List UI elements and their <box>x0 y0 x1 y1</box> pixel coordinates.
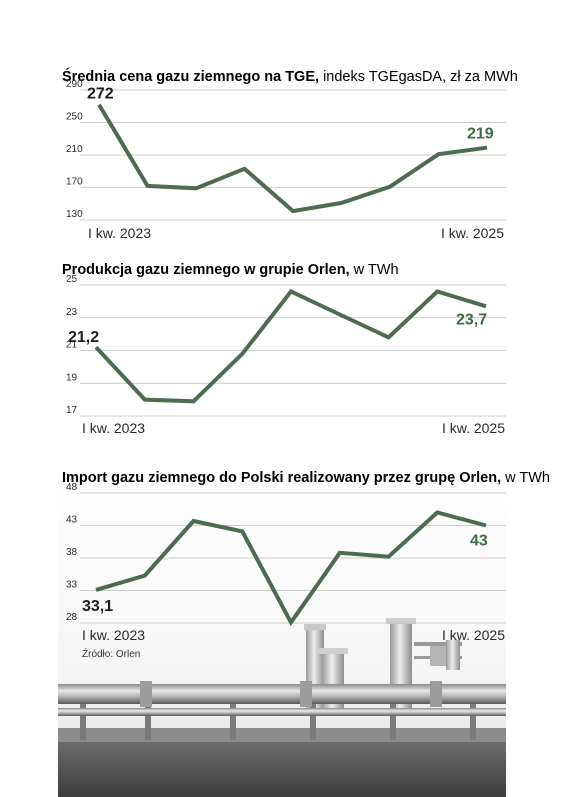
chart-2-y-tick-label: 19 <box>66 372 78 383</box>
chart-1-series-line <box>97 103 488 214</box>
chart-2-y-tick-label: 17 <box>66 405 78 416</box>
source-note: Źródło: Orlen <box>82 647 140 660</box>
chart-1-y-tick-label: 210 <box>66 144 83 155</box>
chart-1-last-value-label: 219 <box>467 126 494 143</box>
chart-3-last-value-label: 43 <box>470 533 488 550</box>
chart-1-y-tick-label: 130 <box>66 209 83 220</box>
chart-2-series-line <box>94 289 487 404</box>
chart-2-x-last-label: I kw. 2025 <box>442 420 505 436</box>
chart-3-y-tick-label: 43 <box>66 515 78 526</box>
chart-2-first-value-label: 21,2 <box>68 329 99 346</box>
chart-2-y-tick-label: 21 <box>66 340 78 351</box>
background-photo <box>58 470 506 797</box>
chart-3-x-last-label: I kw. 2025 <box>442 627 505 643</box>
chart-3-first-value-label: 33,1 <box>82 598 113 615</box>
chart-3: Import gazu ziemnego do Polski realizowa… <box>62 470 550 643</box>
chart-2-y-tick-label: 25 <box>66 274 78 285</box>
chart-1-x-first-label: I kw. 2023 <box>88 225 151 241</box>
chart-2: Produkcja gazu ziemnego w grupie Orlen, … <box>62 262 506 436</box>
chart-1-title: Średnia cena gazu ziemnego na TGE, indek… <box>62 67 518 85</box>
chart-1-first-value-label: 272 <box>87 86 114 103</box>
chart-3-y-tick-label: 28 <box>66 612 78 623</box>
chart-3-y-tick-label: 33 <box>66 580 78 591</box>
chart-1-y-tick-label: 170 <box>66 177 83 188</box>
chart-2-last-value-label: 23,7 <box>456 311 487 328</box>
chart-1-y-tick-label: 290 <box>66 79 83 90</box>
chart-1-y-tick-label: 250 <box>66 112 83 123</box>
chart-1-x-last-label: I kw. 2025 <box>441 225 504 241</box>
chart-1: Średnia cena gazu ziemnego na TGE, indek… <box>62 67 518 241</box>
chart-3-y-tick-label: 48 <box>66 482 78 493</box>
chart-2-y-tick-label: 23 <box>66 307 78 318</box>
chart-3-x-first-label: I kw. 2023 <box>82 627 145 643</box>
chart-3-y-tick-label: 38 <box>66 547 78 558</box>
chart-3-series-line <box>95 510 487 627</box>
chart-2-x-first-label: I kw. 2023 <box>82 420 145 436</box>
chart-3-title: Import gazu ziemnego do Polski realizowa… <box>62 470 550 486</box>
chart-2-title: Produkcja gazu ziemnego w grupie Orlen, … <box>62 262 399 278</box>
